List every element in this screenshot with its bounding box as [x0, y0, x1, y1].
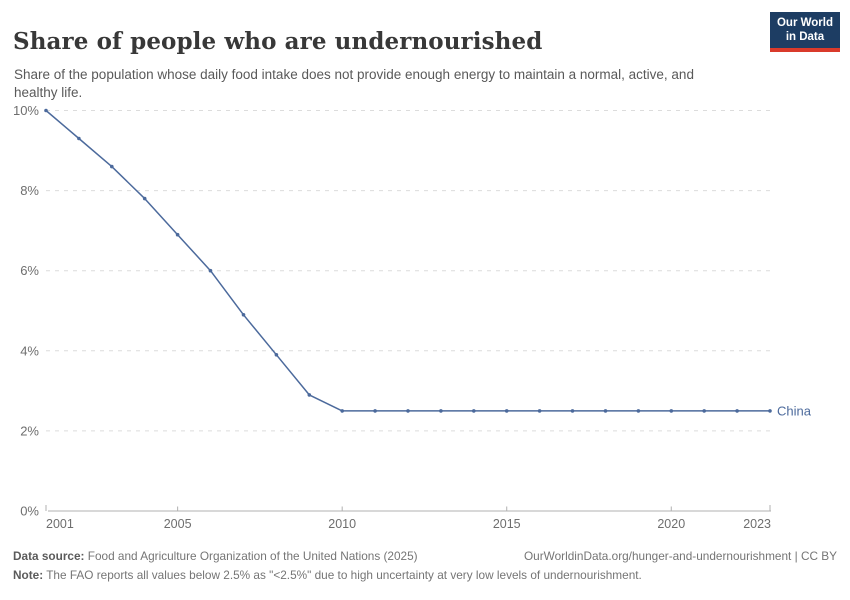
data-point[interactable] — [77, 136, 81, 141]
x-tick-label: 2010 — [328, 517, 356, 531]
note-text: The FAO reports all values below 2.5% as… — [43, 567, 642, 582]
y-tick-label: 4% — [20, 343, 39, 358]
y-tick-label: 6% — [20, 263, 39, 278]
data-point[interactable] — [702, 409, 706, 413]
y-tick-label: 10% — [13, 103, 39, 118]
data-point[interactable] — [636, 409, 641, 413]
data-point[interactable] — [669, 409, 674, 413]
data-point[interactable] — [307, 393, 312, 397]
data-source: Data source: Food and Agriculture Organi… — [13, 547, 418, 566]
x-tick-label: 2020 — [657, 517, 685, 531]
data-source-label: Data source: — [13, 549, 85, 563]
y-tick-label: 2% — [20, 423, 39, 438]
data-point[interactable] — [44, 108, 48, 113]
data-source-text: Food and Agriculture Organization of the… — [84, 549, 418, 563]
data-point[interactable] — [472, 409, 476, 413]
data-point[interactable] — [142, 196, 147, 201]
note-label: Note: — [13, 567, 44, 582]
series-label-china[interactable]: China — [777, 403, 812, 418]
data-point[interactable] — [340, 409, 345, 413]
footer-sources-row: Data source: Food and Agriculture Organi… — [13, 547, 837, 566]
line-chart[interactable]: 0% 2% 4% 6% 8% 10% 2001 2005 2010 2015 2020 2023 Chi… — [0, 98, 850, 546]
data-point[interactable] — [439, 409, 443, 413]
footer-note-row: Note: The FAO reports all values below 2… — [13, 566, 837, 585]
x-tick-label: 2015 — [493, 517, 521, 531]
owid-logo-line2: in Data — [785, 31, 825, 44]
data-point[interactable] — [175, 232, 180, 237]
data-point[interactable] — [735, 409, 739, 413]
page-title: Share of people who are undernourished — [13, 28, 543, 56]
data-point[interactable] — [241, 313, 246, 317]
owid-logo-line1: Our World — [776, 17, 833, 29]
data-point[interactable] — [110, 164, 114, 169]
y-tick-label: 0% — [20, 504, 39, 519]
data-point[interactable] — [603, 409, 608, 413]
data-point[interactable] — [406, 409, 410, 413]
data-point[interactable] — [537, 409, 542, 413]
x-tick-label: 2023 — [743, 517, 771, 531]
owid-logo: Our World in Data — [769, 12, 840, 52]
y-tick-label: 8% — [20, 183, 39, 198]
x-tick-label: 2005 — [164, 517, 192, 531]
data-point[interactable] — [208, 268, 213, 273]
data-point[interactable] — [768, 409, 772, 413]
x-tick-label: 2001 — [46, 517, 74, 531]
data-point[interactable] — [274, 353, 279, 357]
chart-subtitle: Share of the population whose daily food… — [14, 66, 694, 101]
owid-url-link[interactable]: OurWorldinData.org/hunger-and-undernouri… — [524, 549, 837, 563]
data-point[interactable] — [570, 409, 575, 413]
trend-line[interactable] — [45, 109, 770, 412]
data-point[interactable] — [504, 409, 509, 413]
chart-footer: Data source: Food and Agriculture Organi… — [13, 547, 837, 585]
data-point[interactable] — [373, 409, 377, 413]
